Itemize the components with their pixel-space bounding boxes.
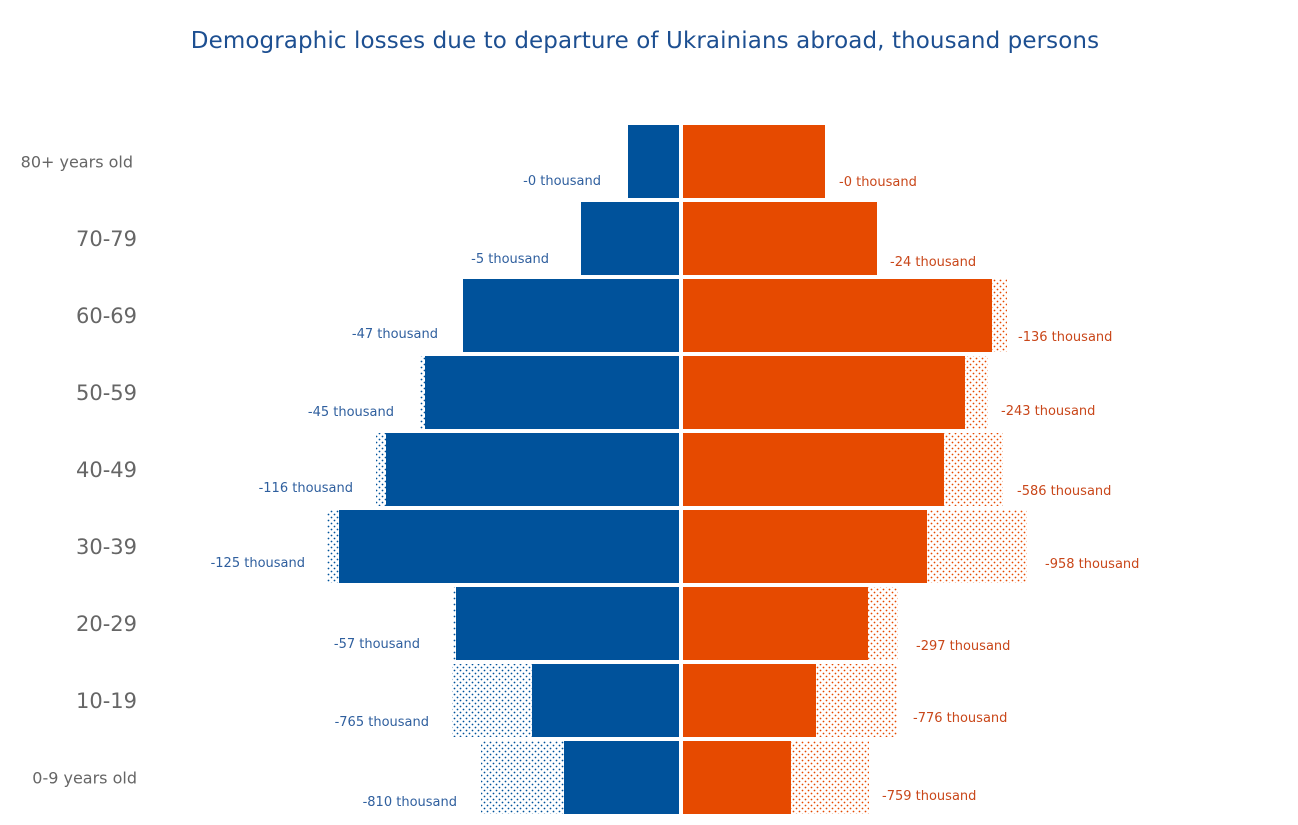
pyramid-row: 80+ years old -0 thousand -0 thousand — [21, 125, 917, 198]
right-bar — [683, 125, 825, 198]
right-value-label: -24 thousand — [890, 255, 976, 270]
left-bar — [463, 279, 679, 352]
left-value-label: -116 thousand — [259, 481, 353, 496]
left-bar — [581, 202, 679, 275]
left-bar — [339, 510, 679, 583]
right-bar — [683, 587, 868, 660]
age-group-label: 70-79 — [76, 227, 137, 251]
right-value-label: -0 thousand — [839, 175, 917, 190]
right-value-label: -136 thousand — [1018, 330, 1112, 345]
left-value-label: -810 thousand — [363, 795, 457, 810]
age-group-label: 50-59 — [76, 381, 137, 405]
left-loss-segment — [481, 741, 564, 814]
right-loss-segment — [992, 279, 1007, 352]
age-group-label: 40-49 — [76, 458, 137, 482]
pyramid-row: 0-9 years old -810 thousand -759 thousand — [32, 741, 976, 814]
right-loss-segment — [791, 741, 869, 814]
left-loss-segment — [376, 433, 386, 506]
right-value-label: -243 thousand — [1001, 404, 1095, 419]
right-value-label: -586 thousand — [1017, 484, 1111, 499]
right-bar — [683, 741, 791, 814]
left-bar — [628, 125, 679, 198]
age-group-label: 30-39 — [76, 535, 137, 559]
right-bar — [683, 356, 965, 429]
pyramid-row: 30-39 -125 thousand -958 thousand — [76, 510, 1139, 583]
left-loss-segment — [327, 510, 339, 583]
left-bar — [386, 433, 679, 506]
age-group-label: 0-9 years old — [32, 768, 137, 787]
right-value-label: -297 thousand — [916, 639, 1010, 654]
right-loss-segment — [944, 433, 1003, 506]
pyramid-row: 60-69 -47 thousand -136 thousand — [76, 279, 1112, 352]
age-group-label: 10-19 — [76, 689, 137, 713]
left-bar — [532, 664, 679, 737]
pyramid-rows: 80+ years old -0 thousand -0 thousand 70-79… — [21, 125, 1139, 814]
pyramid-row: 70-79 -5 thousand -24 thousand — [76, 202, 976, 275]
right-bar — [683, 433, 944, 506]
right-bar — [683, 510, 927, 583]
left-value-label: -765 thousand — [335, 715, 429, 730]
right-value-label: -759 thousand — [882, 789, 976, 804]
pyramid-row: 10-19 -765 thousand -776 thousand — [76, 664, 1007, 737]
pyramid-row: 40-49 -116 thousand -586 thousand — [76, 433, 1111, 506]
chart-title: Demographic losses due to departure of U… — [190, 28, 1100, 54]
left-loss-segment — [452, 664, 532, 737]
right-bar — [683, 664, 816, 737]
right-loss-segment — [927, 510, 1027, 583]
right-value-label: -776 thousand — [913, 711, 1007, 726]
left-bar — [564, 741, 679, 814]
age-group-label: 80+ years old — [21, 152, 133, 171]
age-group-label: 60-69 — [76, 304, 137, 328]
left-value-label: -45 thousand — [308, 405, 394, 420]
left-value-label: -5 thousand — [471, 252, 549, 267]
left-value-label: -47 thousand — [352, 327, 438, 342]
left-loss-segment — [453, 587, 456, 660]
left-loss-segment — [420, 356, 425, 429]
pyramid-row: 50-59 -45 thousand -243 thousand — [76, 356, 1095, 429]
right-loss-segment — [868, 587, 898, 660]
left-bar — [456, 587, 679, 660]
pyramid-row: 20-29 -57 thousand -297 thousand — [76, 587, 1010, 660]
right-bar — [683, 202, 877, 275]
left-value-label: -0 thousand — [523, 174, 601, 189]
age-group-label: 20-29 — [76, 612, 137, 636]
left-value-label: -57 thousand — [334, 637, 420, 652]
right-bar — [683, 279, 992, 352]
right-value-label: -958 thousand — [1045, 557, 1139, 572]
left-value-label: -125 thousand — [211, 556, 305, 571]
left-bar — [425, 356, 679, 429]
right-loss-segment — [816, 664, 897, 737]
right-loss-segment — [965, 356, 988, 429]
